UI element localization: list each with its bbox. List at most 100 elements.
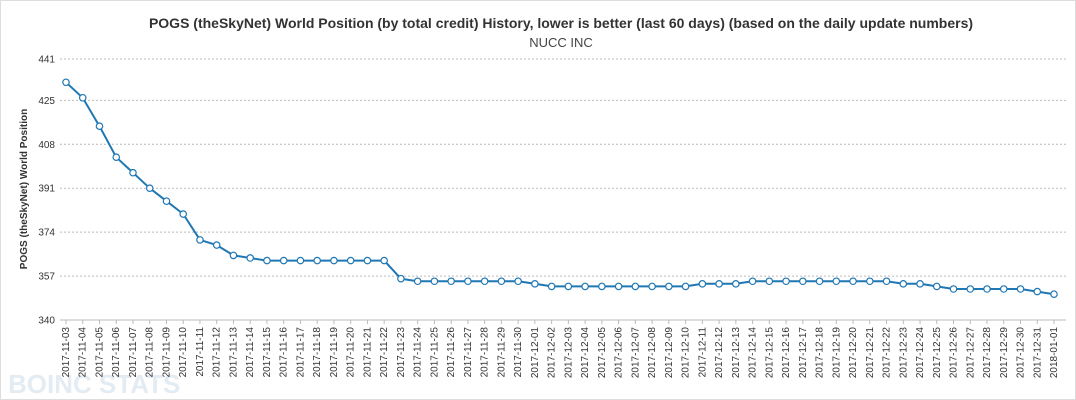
- x-tick-label: 2017-12-29: [999, 327, 1010, 379]
- x-tick-label: 2017-11-09: [161, 327, 172, 378]
- data-point: [313, 256, 321, 265]
- data-point: [815, 277, 824, 286]
- x-tick-label: 2017-11-07: [128, 327, 139, 378]
- data-point: [78, 93, 87, 102]
- data-point: [581, 282, 589, 291]
- data-point: [899, 280, 908, 288]
- data-point: [279, 256, 288, 265]
- data-point: [1033, 287, 1042, 296]
- data-point: [380, 256, 388, 265]
- data-point: [464, 277, 472, 286]
- data-point: [145, 184, 154, 193]
- data-point: [865, 277, 874, 286]
- data-point: [665, 282, 673, 291]
- data-point: [999, 285, 1008, 293]
- data-point: [631, 282, 640, 291]
- data-point: [1050, 290, 1058, 298]
- x-tick-label: 2017-11-30: [513, 327, 524, 378]
- data-point: [832, 277, 841, 286]
- x-tick-label: 2017-11-12: [212, 327, 223, 378]
- x-tick-label: 2017-11-21: [362, 327, 373, 378]
- x-tick-label: 2017-12-11: [697, 327, 708, 378]
- x-tick-label: 2017-11-26: [446, 327, 457, 378]
- x-tick-label: 2017-12-08: [647, 327, 658, 379]
- y-tick-label: 340: [38, 316, 55, 327]
- data-point: [447, 277, 455, 286]
- data-point: [229, 251, 238, 260]
- data-point: [363, 256, 372, 265]
- chart-subtitle: NUCC INC: [529, 35, 593, 50]
- x-tick-label: 2017-12-19: [831, 327, 842, 379]
- watermark-text: BOINC STATS: [8, 369, 180, 399]
- x-tick-label: 2017-11-11: [195, 327, 206, 377]
- x-tick-label: 2017-11-22: [379, 327, 390, 378]
- x-tick-label: 2017-11-13: [228, 327, 239, 378]
- x-tick-label: 2017-11-15: [262, 327, 273, 378]
- x-tick-label: 2017-11-06: [111, 327, 122, 378]
- data-point: [932, 282, 941, 291]
- x-tick-label: 2017-12-14: [748, 327, 759, 379]
- x-tick-label: 2017-12-25: [932, 327, 943, 379]
- data-point: [698, 280, 707, 288]
- x-tick-label: 2017-11-25: [429, 327, 440, 378]
- data-point: [983, 285, 991, 293]
- x-tick-label: 2017-12-07: [630, 327, 641, 379]
- data-point: [330, 256, 338, 265]
- data-point: [765, 277, 774, 286]
- x-tick-label: 2017-11-18: [312, 327, 323, 378]
- data-point: [397, 274, 405, 283]
- data-point: [430, 277, 439, 286]
- x-tick-label: 2017-11-19: [329, 327, 340, 378]
- data-point: [748, 277, 757, 286]
- x-tick-label: 2017-11-05: [94, 327, 105, 378]
- data-point: [413, 277, 422, 286]
- watermark-logo: BOINC STATS: [8, 369, 180, 399]
- x-tick-label: 2017-12-06: [614, 327, 625, 379]
- data-point: [598, 282, 606, 291]
- x-tick-label: 2018-01-01: [1049, 327, 1060, 379]
- data-point: [162, 197, 171, 205]
- data-point: [564, 282, 573, 291]
- chart-title: POGS (theSkyNet) World Position (by tota…: [149, 15, 973, 31]
- y-tick-label: 374: [38, 228, 55, 239]
- data-point: [849, 277, 857, 286]
- data-point: [531, 280, 539, 288]
- y-tick-label: 441: [38, 55, 55, 66]
- x-tick-label: 2017-11-23: [396, 327, 407, 378]
- data-point: [732, 280, 740, 288]
- x-tick-label: 2017-12-02: [547, 327, 558, 379]
- x-tick-label: 2017-11-16: [279, 327, 290, 378]
- data-point: [648, 282, 656, 291]
- data-point: [246, 254, 255, 262]
- x-tick-label: 2017-12-03: [563, 327, 574, 379]
- x-tick-label: 2017-12-10: [681, 327, 692, 379]
- x-tick-label: 2017-12-24: [915, 327, 926, 379]
- y-tick-label: 425: [38, 96, 55, 107]
- x-tick-label: 2017-11-04: [78, 327, 89, 378]
- x-tick-label: 2017-12-28: [982, 327, 993, 379]
- data-point: [916, 280, 924, 288]
- y-axis-label: POGS (theSkyNet) World Position: [19, 109, 30, 269]
- x-tick-label: 2017-12-13: [731, 327, 742, 379]
- data-point: [715, 280, 723, 288]
- data-point: [1016, 285, 1025, 293]
- x-tick-label: 2017-11-28: [480, 327, 491, 378]
- x-tick-label: 2017-12-17: [798, 327, 809, 379]
- x-tick-label: 2017-12-31: [1032, 327, 1043, 379]
- x-tick-label: 2017-12-01: [530, 327, 541, 379]
- x-tick-label: 2017-12-05: [597, 327, 608, 379]
- data-point: [179, 210, 188, 218]
- x-tick-label: 2017-12-22: [882, 327, 893, 379]
- x-tick-label: 2017-11-17: [295, 327, 306, 378]
- x-tick-label: 2017-11-27: [463, 327, 474, 378]
- x-tick-label: 2017-11-10: [178, 327, 189, 378]
- x-tick-label: 2017-12-12: [714, 327, 725, 379]
- data-point: [95, 122, 104, 130]
- x-tick-label: 2017-11-14: [245, 327, 256, 378]
- x-tick-label: 2017-12-04: [580, 327, 591, 379]
- x-tick-label: 2017-12-16: [781, 327, 792, 379]
- data-point: [346, 256, 355, 265]
